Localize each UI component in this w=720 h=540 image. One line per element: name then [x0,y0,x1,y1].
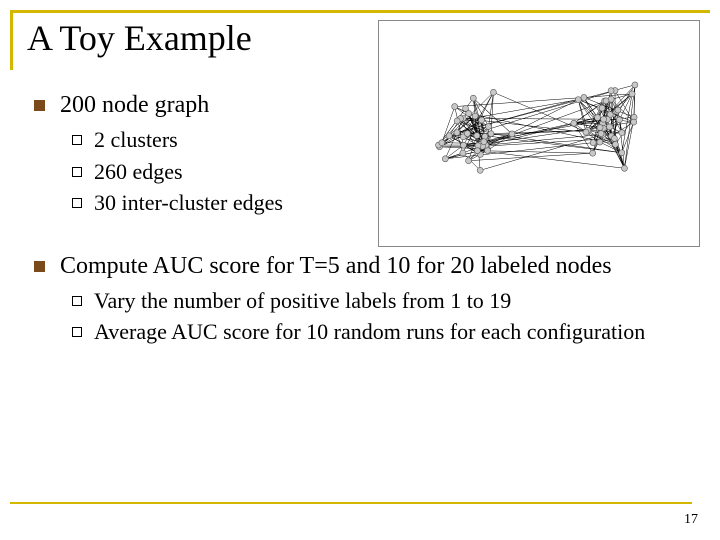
bottom-rule [10,502,692,504]
bullet-lvl1: 200 node graph 2 clusters 260 edges 30 inte… [30,90,690,217]
page-number: 17 [684,512,698,528]
bullet-lvl1: Compute AUC score for T=5 and 10 for 20 … [30,251,690,346]
bullet-lvl1-text: 200 node graph [60,92,209,118]
bullet-lvl2-text: Average AUC score for 10 random runs for… [94,319,645,344]
bullet-lvl2: 2 clusters [68,126,690,154]
bullet-lvl1-text: Compute AUC score for T=5 and 10 for 20 … [60,253,612,279]
bullet-lvl2: Average AUC score for 10 random runs for… [68,318,690,346]
bullet-lvl2: 260 edges [68,158,690,186]
bullet-lvl2-text: Vary the number of positive labels from … [94,288,511,313]
bullet-lvl2: 30 inter-cluster edges [68,189,690,217]
bullet-lvl2-text: 30 inter-cluster edges [94,190,283,215]
bullet-lvl2: Vary the number of positive labels from … [68,287,690,315]
bullet-lvl2-text: 260 edges [94,159,183,184]
slide-title: A Toy Example [27,18,252,58]
content-body: 200 node graph 2 clusters 260 edges 30 inte… [30,90,690,366]
bullet-lvl2-text: 2 clusters [94,127,178,152]
